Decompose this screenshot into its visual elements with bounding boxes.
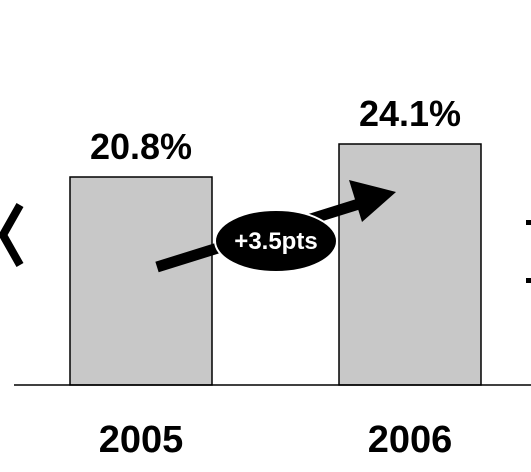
value-labels-group: 20.8% 24.1% [90,93,461,167]
legend-marker-icon [526,220,531,283]
value-label-2006: 24.1% [359,93,461,134]
legend-marker-2 [526,278,531,283]
change-bubble [214,209,338,273]
value-label-2005: 20.8% [90,126,192,167]
legend-marker-1 [526,220,531,225]
chevron-left-icon [0,203,24,267]
change-arrow-head [349,180,396,222]
tick-labels-group: 2005 2006 [99,419,453,461]
change-label: +3.5pts [234,228,317,255]
x-tick-label-2006: 2006 [368,419,453,461]
change-annotation: +3.5pts [155,180,396,273]
x-tick-label-2005: 2005 [99,419,184,461]
bar-2006 [338,143,482,386]
bar-2005 [69,176,213,386]
